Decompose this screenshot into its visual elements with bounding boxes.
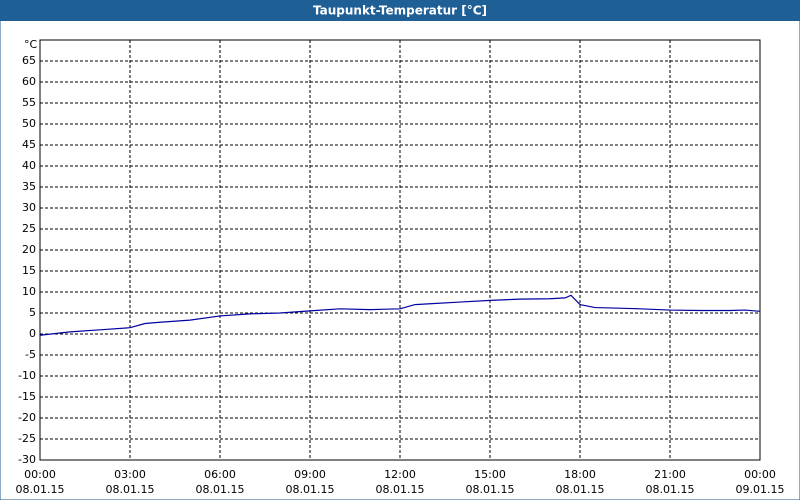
x-tick-label: 21:00	[654, 468, 686, 481]
y-tick-label: 35	[22, 180, 36, 193]
y-tick-label: -15	[18, 390, 36, 403]
x-tick-label: 18:00	[564, 468, 596, 481]
y-tick-label: 15	[22, 264, 36, 277]
x-tick-label: 09:00	[294, 468, 326, 481]
y-tick-label: 40	[22, 159, 36, 172]
title-bar	[0, 0, 800, 21]
x-tick-label: 00:00	[24, 468, 56, 481]
x-tick-date: 08.01.15	[196, 483, 245, 496]
y-tick-label: 55	[22, 96, 36, 109]
chart-title: Taupunkt-Temperatur [°C]	[313, 4, 487, 18]
x-tick-date: 08.01.15	[556, 483, 605, 496]
x-tick-date: 08.01.15	[376, 483, 425, 496]
y-tick-label: 5	[29, 306, 36, 319]
y-tick-label: 10	[22, 285, 36, 298]
y-tick-label: -30	[18, 453, 36, 466]
y-tick-label: 50	[22, 117, 36, 130]
x-tick-date: 08.01.15	[286, 483, 335, 496]
x-tick-date: 09.01.15	[736, 483, 785, 496]
x-tick-label: 15:00	[474, 468, 506, 481]
x-tick-date: 08.01.15	[106, 483, 155, 496]
x-tick-date: 08.01.15	[466, 483, 515, 496]
y-tick-label: 60	[22, 75, 36, 88]
y-tick-label: 30	[22, 201, 36, 214]
y-tick-label: 20	[22, 243, 36, 256]
y-tick-label: -5	[25, 348, 36, 361]
y-tick-label: -10	[18, 369, 36, 382]
y-tick-label: 65	[22, 54, 36, 67]
y-tick-label: 25	[22, 222, 36, 235]
y-tick-label: 0	[29, 327, 36, 340]
y-tick-label: 45	[22, 138, 36, 151]
y-tick-label: -25	[18, 432, 36, 445]
x-tick-label: 03:00	[114, 468, 146, 481]
x-tick-date: 08.01.15	[646, 483, 695, 496]
x-tick-label: 00:00	[744, 468, 776, 481]
data-line	[39, 294, 761, 336]
x-tick-label: 06:00	[204, 468, 236, 481]
x-tick-label: 12:00	[384, 468, 416, 481]
x-tick-date: 08.01.15	[16, 483, 65, 496]
y-unit: °C	[24, 38, 38, 51]
y-tick-label: -20	[18, 411, 36, 424]
